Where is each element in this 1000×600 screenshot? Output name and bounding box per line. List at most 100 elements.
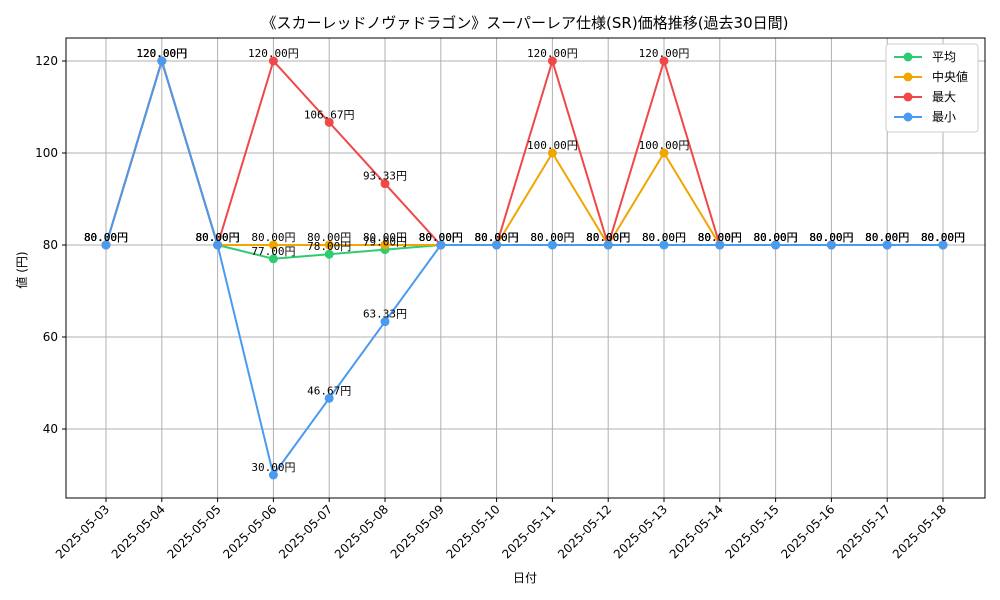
data-label-1: 120.00円 <box>136 47 187 60</box>
data-point-2 <box>380 179 390 189</box>
x-tick-label: 2025-05-05 <box>165 502 224 561</box>
legend-entry-3: 最小 <box>932 110 956 124</box>
data-label-3: 80.00円 <box>865 231 909 244</box>
data-label-1: 80.00円 <box>307 231 351 244</box>
data-label-2: 80.00円 <box>419 231 463 244</box>
data-label-1: 80.00円 <box>475 231 519 244</box>
data-point-3 <box>436 240 446 250</box>
x-tick-label: 2025-05-17 <box>834 502 893 561</box>
y-axis-label: 値 (円) <box>14 251 29 288</box>
data-label-2: 80.00円 <box>865 231 909 244</box>
data-label-1: 80.00円 <box>419 231 463 244</box>
y-tick-label: 120 <box>35 54 58 68</box>
data-point-3 <box>938 240 948 250</box>
data-label-2: 80.00円 <box>698 231 742 244</box>
data-label-1: 80.00円 <box>809 231 853 244</box>
data-label-0: 80.00円 <box>642 231 686 244</box>
data-label-0: 80.00円 <box>419 231 463 244</box>
legend-swatch-marker <box>903 52 913 62</box>
x-tick-label: 2025-05-04 <box>109 502 168 561</box>
data-point-3 <box>380 317 390 327</box>
data-label-3: 30.00円 <box>251 461 295 474</box>
x-tick-label: 2025-05-09 <box>388 502 447 561</box>
data-point-1 <box>380 240 390 250</box>
x-tick-label: 2025-05-03 <box>53 502 112 561</box>
y-tick-label: 100 <box>35 146 58 160</box>
data-point-3 <box>157 56 167 66</box>
data-label-2: 80.00円 <box>475 231 519 244</box>
legend-box <box>885 43 979 133</box>
data-label-3: 46.67円 <box>307 384 351 397</box>
data-label-0: 80.00円 <box>809 231 853 244</box>
x-tick-label: 2025-05-13 <box>611 502 670 561</box>
data-label-3: 80.00円 <box>921 231 965 244</box>
data-label-2: 120.00円 <box>136 47 187 60</box>
data-label-0: 80.00円 <box>754 231 798 244</box>
data-label-3: 80.00円 <box>84 231 128 244</box>
chart-title: 《スカーレッドノヴァドラゴン》スーパーレア仕様(SR)価格推移(過去30日間) <box>262 14 789 32</box>
data-label-1: 80.00円 <box>586 231 630 244</box>
plot-frame <box>65 37 986 499</box>
y-tick-label: 40 <box>43 422 58 436</box>
x-tick-label: 2025-05-12 <box>555 502 614 561</box>
data-label-0: 79.00円 <box>363 236 407 249</box>
data-point-1 <box>547 148 557 158</box>
data-label-3: 80.00円 <box>530 231 574 244</box>
legend-entry-2: 最大 <box>932 90 956 104</box>
y-tick-label: 80 <box>43 238 58 252</box>
data-label-2: 80.00円 <box>809 231 853 244</box>
x-tick-label: 2025-05-10 <box>444 502 503 561</box>
x-tick-label: 2025-05-08 <box>332 502 391 561</box>
legend-swatch-marker <box>903 112 913 122</box>
legend-entry-1: 中央値 <box>932 69 968 84</box>
data-point-3 <box>268 470 278 480</box>
data-label-1: 80.00円 <box>196 231 240 244</box>
data-label-3: 120.00円 <box>136 47 187 60</box>
data-point-3 <box>715 240 725 250</box>
legend-entry-0: 平均 <box>932 50 956 64</box>
x-tick-label: 2025-05-11 <box>499 502 558 561</box>
data-label-2: 120.00円 <box>527 47 578 60</box>
y-tick-label: 60 <box>43 330 58 344</box>
data-label-0: 77.00円 <box>251 245 295 258</box>
data-point-2 <box>547 56 557 66</box>
data-label-1: 80.00円 <box>754 231 798 244</box>
series-line-3 <box>105 57 943 478</box>
data-label-0: 80.00円 <box>586 231 630 244</box>
data-label-0: 80.00円 <box>475 231 519 244</box>
data-label-0: 80.00円 <box>921 231 965 244</box>
data-label-2: 80.00円 <box>921 231 965 244</box>
data-label-2: 80.00円 <box>196 231 240 244</box>
data-point-3 <box>826 240 836 250</box>
data-label-0: 80.00円 <box>698 231 742 244</box>
data-label-2: 80.00円 <box>84 231 128 244</box>
data-point-3 <box>882 240 892 250</box>
data-label-3: 80.00円 <box>698 231 742 244</box>
data-label-2: 106.67円 <box>304 108 355 121</box>
data-label-1: 100.00円 <box>639 139 690 152</box>
series-line-0 <box>105 57 943 260</box>
legend-swatch-marker <box>903 92 913 102</box>
x-tick-label: 2025-05-15 <box>723 502 782 561</box>
data-label-2: 120.00円 <box>248 47 299 60</box>
x-tick-label: 2025-05-14 <box>667 502 726 561</box>
data-point-2 <box>659 56 669 66</box>
data-label-2: 80.00円 <box>754 231 798 244</box>
data-point-2 <box>324 117 334 127</box>
data-point-3 <box>101 240 111 250</box>
data-label-0: 80.00円 <box>196 231 240 244</box>
data-point-3 <box>213 240 223 250</box>
data-label-0: 80.00円 <box>865 231 909 244</box>
data-label-1: 80.00円 <box>865 231 909 244</box>
data-label-3: 80.00円 <box>809 231 853 244</box>
data-label-1: 80.00円 <box>921 231 965 244</box>
data-point-1 <box>268 240 278 250</box>
data-label-0: 120.00円 <box>136 47 187 60</box>
x-axis-label: 日付 <box>513 571 537 585</box>
data-label-1: 80.00円 <box>363 231 407 244</box>
data-label-3: 80.00円 <box>475 231 519 244</box>
data-point-1 <box>324 240 334 250</box>
data-point-3 <box>603 240 613 250</box>
